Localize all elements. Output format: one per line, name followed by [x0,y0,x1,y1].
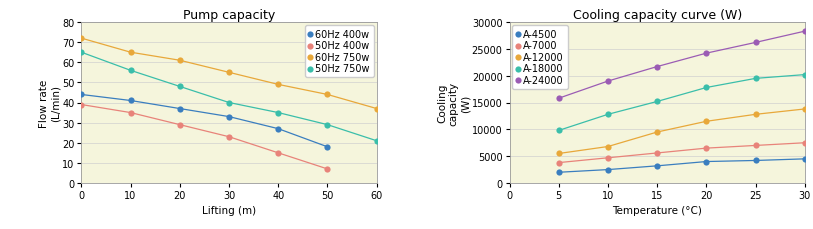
A-7000 [798,141,811,145]
A-12000 [700,120,713,124]
60Hz 400w [173,107,186,111]
50Hz 400w [173,123,186,127]
50Hz 750w [223,101,236,105]
A-7000 [749,144,762,148]
A-12000 [749,113,762,117]
Legend: 60Hz 400w, 50Hz 400w, 60Hz 750w, 50Hz 750w: 60Hz 400w, 50Hz 400w, 60Hz 750w, 50Hz 75… [305,26,374,78]
A-4500 [749,159,762,163]
Legend: A-4500, A-7000, A-12000, A-18000, A-24000: A-4500, A-7000, A-12000, A-18000, A-2400… [512,26,567,89]
A-24000 [552,97,565,101]
A-18000 [650,100,663,104]
60Hz 750w [370,107,383,111]
50Hz 400w [272,151,285,155]
60Hz 750w [173,59,186,63]
60Hz 750w [223,71,236,75]
50Hz 400w [223,135,236,139]
A-24000 [798,30,811,34]
Y-axis label: Flow rate
(L/min): Flow rate (L/min) [39,79,61,127]
60Hz 750w [124,51,137,55]
60Hz 400w [75,93,88,97]
A-7000 [602,156,615,160]
X-axis label: Temperature (°C): Temperature (°C) [612,206,702,215]
A-4500 [650,164,663,168]
A-18000 [700,86,713,90]
A-18000 [602,113,615,117]
A-7000 [650,151,663,155]
50Hz 400w [124,111,137,115]
A-24000 [700,52,713,56]
A-24000 [650,65,663,69]
Title: Cooling capacity curve (W): Cooling capacity curve (W) [572,9,741,22]
A-4500 [602,168,615,172]
A-4500 [798,157,811,161]
Y-axis label: Cooling
capacity
(W): Cooling capacity (W) [437,81,471,125]
A-12000 [798,108,811,111]
A-7000 [552,161,565,165]
A-12000 [602,145,615,149]
A-24000 [602,80,615,84]
50Hz 750w [370,139,383,143]
60Hz 750w [75,37,88,41]
60Hz 400w [124,99,137,103]
50Hz 400w [75,103,88,107]
X-axis label: Lifting (m): Lifting (m) [202,206,256,215]
60Hz 400w [223,115,236,119]
50Hz 400w [321,167,334,171]
50Hz 750w [124,69,137,73]
A-7000 [700,147,713,150]
A-4500 [552,171,565,174]
60Hz 750w [321,93,334,97]
A-24000 [749,41,762,45]
50Hz 750w [321,123,334,127]
A-4500 [700,160,713,164]
60Hz 400w [321,145,334,149]
A-18000 [798,74,811,77]
50Hz 750w [75,51,88,55]
60Hz 400w [272,127,285,131]
50Hz 750w [173,85,186,89]
Title: Pump capacity: Pump capacity [183,9,275,22]
A-12000 [650,131,663,134]
A-18000 [552,129,565,133]
60Hz 750w [272,83,285,87]
A-18000 [749,77,762,81]
A-12000 [552,152,565,156]
50Hz 750w [272,111,285,115]
